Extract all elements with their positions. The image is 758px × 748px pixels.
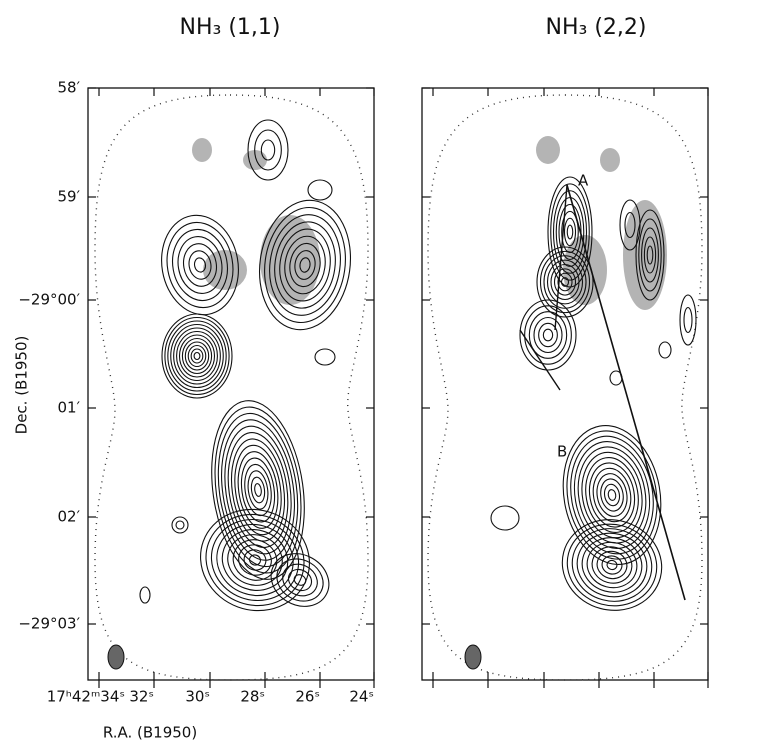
contour — [246, 470, 270, 511]
cut-line — [520, 330, 560, 390]
contour — [659, 342, 671, 358]
contour — [238, 456, 279, 524]
contour — [491, 506, 519, 530]
panel-frame — [88, 88, 374, 680]
x-tick-label: 32ˢ — [129, 688, 154, 706]
annotation: A — [578, 172, 589, 190]
contour — [598, 477, 625, 513]
figure: NH₃ (1,1) NH₃ (2,2) A B Dec. (B1950) R.A… — [0, 0, 758, 748]
y-tick-label: 59′ — [58, 188, 81, 206]
contour — [600, 554, 624, 577]
contour — [684, 308, 692, 333]
beam — [108, 645, 124, 669]
contour — [248, 120, 288, 180]
x-axis-label: R.A. (B1950) — [103, 724, 197, 742]
y-tick-label: −29°03′ — [18, 615, 80, 633]
y-tick-label: 02′ — [58, 508, 81, 526]
contour — [254, 483, 262, 497]
contour — [140, 587, 150, 603]
x-tick-label: 28ˢ — [240, 688, 265, 706]
contour — [603, 483, 621, 507]
contour — [205, 401, 311, 578]
contour — [191, 349, 203, 363]
contour — [565, 218, 576, 246]
x-tick-label: 26ˢ — [295, 688, 320, 706]
contour — [261, 140, 274, 160]
contour — [165, 318, 229, 395]
contour — [250, 476, 266, 503]
contour — [182, 339, 211, 374]
contour — [558, 514, 666, 616]
contour — [176, 521, 184, 529]
x-tick-label: 17ʰ42ᵐ34ˢ — [47, 688, 125, 706]
contour — [308, 180, 332, 200]
y-tick-label: −29°00′ — [18, 291, 80, 309]
contour — [162, 314, 232, 398]
y-tick-label: 01′ — [58, 399, 81, 417]
panel-frame — [422, 88, 708, 680]
y-axis-label: Dec. (B1950) — [13, 336, 31, 435]
contour — [543, 329, 552, 341]
contour — [185, 342, 208, 370]
contour — [171, 325, 224, 388]
contour — [217, 422, 299, 558]
contour — [174, 328, 221, 384]
contour — [234, 449, 283, 531]
contour — [180, 335, 215, 377]
contour — [680, 295, 696, 345]
contour — [255, 130, 282, 170]
annotation: B — [557, 443, 567, 461]
contours — [140, 120, 696, 626]
x-tick-label: 24ˢ — [349, 688, 374, 706]
y-tick-label: 58′ — [58, 79, 81, 97]
contour — [315, 349, 335, 365]
panel-title: NH₃ (2,2) — [546, 15, 647, 40]
contour — [221, 527, 290, 593]
contour — [539, 323, 558, 346]
contour — [194, 353, 200, 360]
x-tick-label: 30ˢ — [185, 688, 210, 706]
contour — [525, 306, 572, 364]
survey-outline — [428, 95, 702, 680]
panel-title: NH₃ (1,1) — [180, 15, 281, 40]
beam — [465, 645, 481, 669]
contour — [567, 225, 573, 239]
contour — [607, 489, 616, 501]
contour — [209, 408, 307, 572]
contour — [172, 517, 188, 533]
